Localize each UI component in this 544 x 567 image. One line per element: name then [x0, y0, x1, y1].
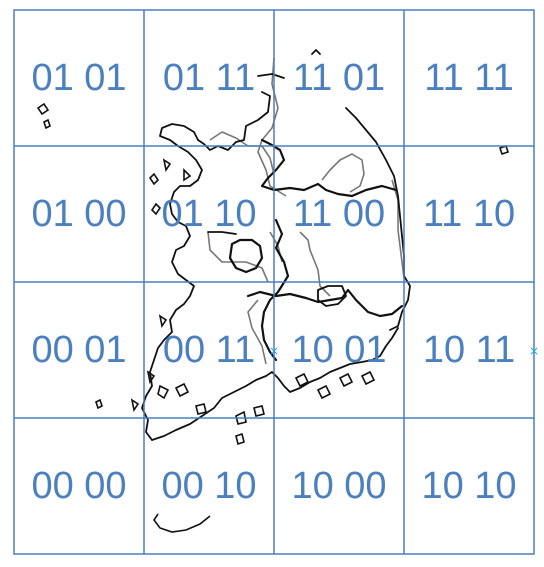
grid-cell-label: 00 11 [162, 329, 256, 371]
grid-cell-label: 00 01 [31, 329, 127, 371]
grid-cell-label: 10 01 [291, 329, 387, 371]
grid-cell-label: 10 11 [422, 329, 516, 371]
grid-cell-label: 01 10 [161, 193, 257, 235]
grid-cell-label: 11 01 [292, 57, 386, 99]
grid-cell-label: 11 10 [422, 193, 516, 235]
marker-east: × [529, 344, 539, 358]
grid-cell-label: 00 10 [161, 465, 257, 507]
grid-cell-label: 01 11 [162, 57, 256, 99]
markers: × × [269, 344, 539, 358]
grid-cell-label: 01 01 [31, 57, 127, 99]
grid-lines [13, 9, 535, 555]
grid-cell-label: 11 00 [292, 193, 386, 235]
marker-center: × [269, 344, 279, 358]
coastline [141, 49, 411, 441]
grid-cell-label: 11 11 [424, 57, 514, 99]
grid-cell-label: 01 00 [31, 193, 127, 235]
grid-cell-label: 10 00 [291, 465, 387, 507]
grid-cell-label: 00 00 [31, 465, 127, 507]
islands [36, 102, 510, 533]
grid-cell-label: 10 10 [421, 465, 517, 507]
